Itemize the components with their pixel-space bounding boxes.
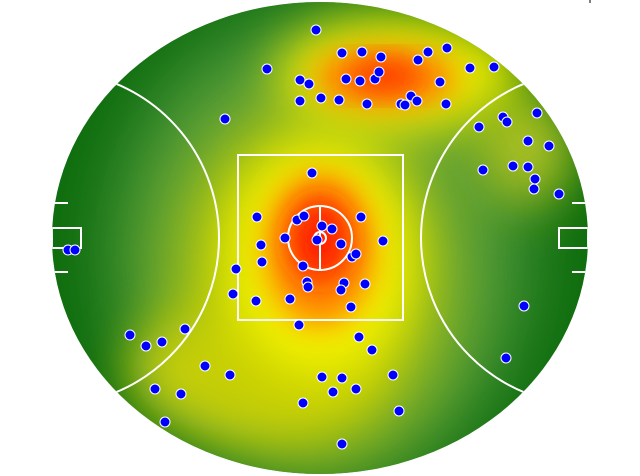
data-point-2: [356, 46, 368, 58]
data-point-11: [354, 75, 366, 87]
data-point-81: [327, 386, 339, 398]
data-point-57: [302, 281, 314, 293]
data-point-31: [522, 135, 534, 147]
data-point-83: [297, 397, 309, 409]
data-point-35: [522, 161, 534, 173]
data-point-43: [355, 211, 367, 223]
data-point-88: [500, 352, 512, 364]
data-point-30: [531, 107, 543, 119]
data-point-32: [543, 140, 555, 152]
data-point-22: [399, 99, 411, 111]
data-point-65: [293, 319, 305, 331]
data-point-7: [261, 63, 273, 75]
data-point-1: [336, 47, 348, 59]
data-point-5: [441, 42, 453, 54]
data-point-16: [488, 61, 500, 73]
data-point-60: [359, 278, 371, 290]
field-markings: [52, 70, 588, 406]
data-point-8: [294, 74, 306, 86]
right-50m-arc: [420, 70, 588, 406]
data-point-48: [335, 238, 347, 250]
data-point-13: [373, 66, 385, 78]
data-point-37: [528, 183, 540, 195]
data-point-62: [284, 293, 296, 305]
left-50m-arc: [52, 70, 220, 406]
data-point-75: [366, 344, 378, 356]
data-point-77: [336, 372, 348, 384]
data-point-64: [345, 301, 357, 313]
points-layer: [62, 24, 565, 450]
data-point-79: [149, 383, 161, 395]
data-point-26: [219, 113, 231, 125]
data-point-70: [156, 336, 168, 348]
data-point-46: [311, 234, 323, 246]
data-point-50: [255, 239, 267, 251]
data-point-18: [315, 92, 327, 104]
data-point-53: [350, 248, 362, 260]
data-point-73: [224, 369, 236, 381]
data-point-34: [507, 160, 519, 172]
data-point-80: [175, 388, 187, 400]
data-point-72: [199, 360, 211, 372]
data-point-47: [279, 232, 291, 244]
data-point-51: [256, 256, 268, 268]
data-point-25: [440, 98, 452, 110]
data-point-20: [361, 98, 373, 110]
data-point-87: [518, 300, 530, 312]
data-point-3: [375, 51, 387, 63]
data-point-45: [326, 223, 338, 235]
data-point-84: [393, 405, 405, 417]
data-point-54: [297, 260, 309, 272]
data-point-76: [316, 371, 328, 383]
data-point-39: [306, 167, 318, 179]
data-point-59: [335, 284, 347, 296]
data-point-6: [412, 54, 424, 66]
data-point-78: [387, 369, 399, 381]
data-point-10: [340, 73, 352, 85]
data-point-61: [227, 288, 239, 300]
data-point-29: [501, 116, 513, 128]
data-point-44: [316, 220, 328, 232]
data-point-42: [298, 210, 310, 222]
data-point-24: [411, 95, 423, 107]
data-point-40: [251, 211, 263, 223]
data-point-68: [124, 329, 136, 341]
data-point-19: [333, 94, 345, 106]
data-point-15: [464, 62, 476, 74]
data-point-9: [303, 78, 315, 90]
data-point-36: [529, 173, 541, 185]
data-point-55: [230, 263, 242, 275]
data-point-38: [553, 188, 565, 200]
data-point-14: [434, 76, 446, 88]
data-point-63: [250, 295, 262, 307]
right-goal-square: [558, 227, 588, 249]
data-point-82: [350, 383, 362, 395]
data-point-0: [310, 24, 322, 36]
data-point-71: [179, 323, 191, 335]
data-point-74: [353, 331, 365, 343]
data-point-27: [473, 121, 485, 133]
data-point-69: [140, 340, 152, 352]
data-point-86: [336, 438, 348, 450]
data-point-33: [477, 164, 489, 176]
data-point-85: [159, 416, 171, 428]
data-point-49: [377, 235, 389, 247]
data-point-67: [69, 244, 81, 256]
centre-square: [237, 154, 404, 321]
data-point-17: [294, 95, 306, 107]
data-point-4: [422, 46, 434, 58]
